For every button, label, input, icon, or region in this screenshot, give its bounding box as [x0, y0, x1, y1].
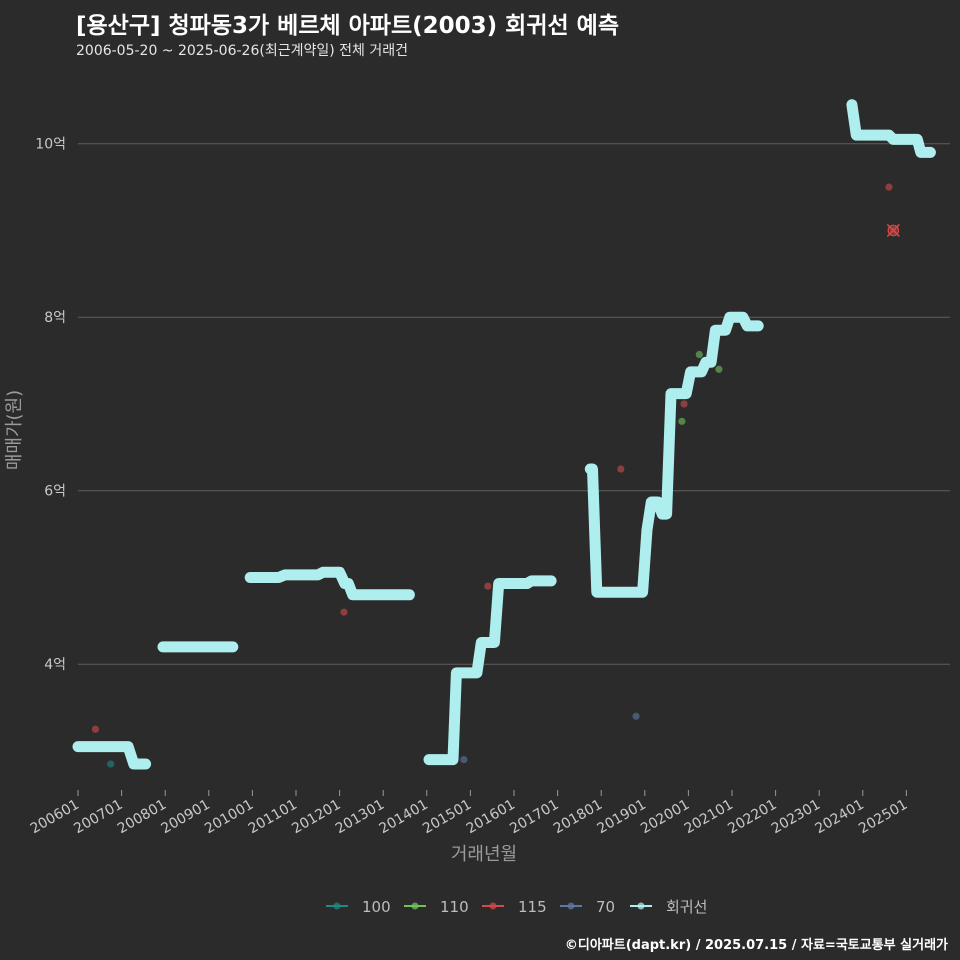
y-tick-label: 4억: [44, 657, 66, 673]
regression-segment: [846, 99, 936, 158]
point-115: [680, 400, 688, 408]
chart-subtitle: 2006-05-20 ~ 2025-06-26(최근계약일) 전체 거래건: [76, 43, 408, 59]
data-points: [91, 183, 900, 768]
point-70: [460, 756, 468, 764]
point-115: [617, 465, 625, 473]
legend-key-dot: [411, 902, 419, 910]
regression-segment: [72, 741, 152, 770]
legend-label: 회귀선: [666, 898, 707, 916]
x-tick-label: 201001: [202, 797, 256, 838]
x-tick-label: 201401: [377, 797, 431, 838]
regression-segment: [244, 566, 415, 601]
x-axis-title: 거래년월: [451, 844, 517, 865]
x-tick-label: 202001: [638, 797, 692, 838]
legend-item-110: 110: [404, 898, 469, 916]
chart-title: [용산구] 청파동3가 베르체 아파트(2003) 회귀선 예측: [76, 13, 619, 39]
highlight-cross-marker: [886, 223, 900, 238]
legend-label: 70: [596, 898, 615, 916]
y-axis-ticks: 4억 6억 8억 10억: [35, 137, 66, 673]
x-tick-label: 202201: [725, 797, 779, 838]
x-tick-label: 202101: [682, 797, 736, 838]
point-110: [715, 365, 723, 373]
y-tick-label: 6억: [44, 484, 66, 500]
legend-item-115: 115: [482, 898, 547, 916]
y-tick-label: 8억: [44, 310, 66, 326]
legend-key-dot: [489, 902, 497, 910]
regression-segment: [584, 311, 764, 598]
x-axis-ticks: 2006012007012008012009012010012011012012…: [28, 790, 910, 838]
x-tick-label: 200601: [28, 797, 82, 838]
legend-item-회귀선: 회귀선: [630, 898, 707, 916]
legend-key-dot: [637, 902, 645, 910]
y-tick-label: 10억: [35, 137, 66, 153]
source-caption: ©디아파트(dapt.kr) / 2025.07.15 / 자료=국토교통부 실…: [564, 938, 948, 953]
point-115: [885, 183, 893, 191]
legend-item-100: 100: [326, 898, 391, 916]
x-tick-label: 201101: [246, 797, 300, 838]
x-tick-label: 201501: [420, 797, 474, 838]
x-tick-label: 201801: [551, 797, 605, 838]
highlight-ring: [887, 224, 900, 237]
x-tick-label: 201901: [595, 797, 649, 838]
x-tick-label: 200901: [159, 797, 213, 838]
legend-label: 100: [362, 898, 391, 916]
x-tick-label: 201301: [333, 797, 387, 838]
regression-segment: [423, 575, 557, 766]
x-tick-label: 202501: [856, 797, 910, 838]
legend-label: 115: [518, 898, 547, 916]
point-115: [484, 582, 492, 590]
x-tick-label: 202301: [769, 797, 823, 838]
grid-lines: [78, 143, 950, 665]
point-110: [695, 350, 703, 359]
x-tick-label: 201701: [507, 797, 561, 838]
legend: 100 110 115 70 회귀선: [326, 898, 707, 916]
x-tick-label: 201601: [464, 797, 518, 838]
x-tick-label: 202401: [813, 797, 867, 838]
x-tick-label: 201201: [289, 797, 343, 838]
point-115: [340, 608, 348, 616]
legend-label: 110: [440, 898, 469, 916]
y-axis-title: 매매가(원): [4, 390, 25, 470]
x-tick-label: 200801: [115, 797, 169, 838]
point-110: [678, 417, 686, 425]
legend-key-dot: [333, 902, 341, 910]
point-100: [107, 760, 115, 768]
point-115: [91, 725, 100, 733]
regression-line: [72, 99, 936, 770]
x-tick-label: 200701: [71, 797, 125, 838]
legend-key-dot: [567, 902, 575, 910]
legend-item-70: 70: [560, 898, 615, 916]
point-70: [632, 712, 640, 720]
